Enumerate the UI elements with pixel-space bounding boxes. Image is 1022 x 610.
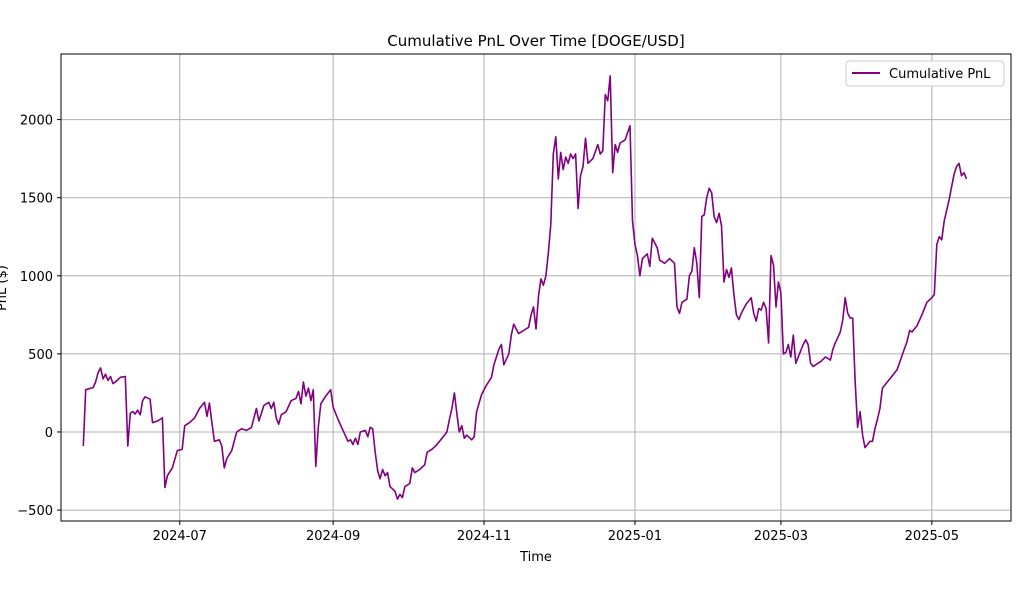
legend-box bbox=[845, 60, 1005, 87]
plot-frame bbox=[60, 53, 1012, 522]
y-tick-label: 1000 bbox=[20, 270, 53, 285]
y-tick-label: −500 bbox=[17, 504, 53, 519]
y-tick-label: 2000 bbox=[20, 114, 53, 129]
x-tick-label: 2024-07 bbox=[153, 529, 207, 544]
y-tick-label: 1500 bbox=[20, 192, 53, 207]
x-tick-label: 2025-01 bbox=[608, 529, 662, 544]
x-tick-label: 2025-03 bbox=[754, 529, 808, 544]
legend-label: Cumulative PnL bbox=[889, 67, 991, 82]
x-axis-label: Time bbox=[519, 550, 552, 565]
legend: Cumulative PnL bbox=[845, 60, 1005, 87]
grid bbox=[61, 54, 1011, 521]
x-tick-label: 2025-05 bbox=[905, 529, 959, 544]
x-axis: 2024-07 2024-09 2024-11 2025-01 2025-03 2025-… bbox=[153, 521, 959, 544]
series-line-cumulative-pnl bbox=[82, 75, 968, 500]
x-tick-label: 2024-11 bbox=[457, 529, 511, 544]
y-axis-label: PnL ($) bbox=[0, 265, 10, 311]
x-tick-label: 2024-09 bbox=[306, 529, 360, 544]
y-tick-label: 500 bbox=[28, 348, 53, 363]
y-axis: −500 0 500 1000 1500 2000 bbox=[17, 114, 61, 519]
y-tick-label: 0 bbox=[45, 426, 53, 441]
chart-title: Cumulative PnL Over Time [DOGE/USD] bbox=[387, 32, 684, 50]
series-layer bbox=[82, 75, 968, 500]
